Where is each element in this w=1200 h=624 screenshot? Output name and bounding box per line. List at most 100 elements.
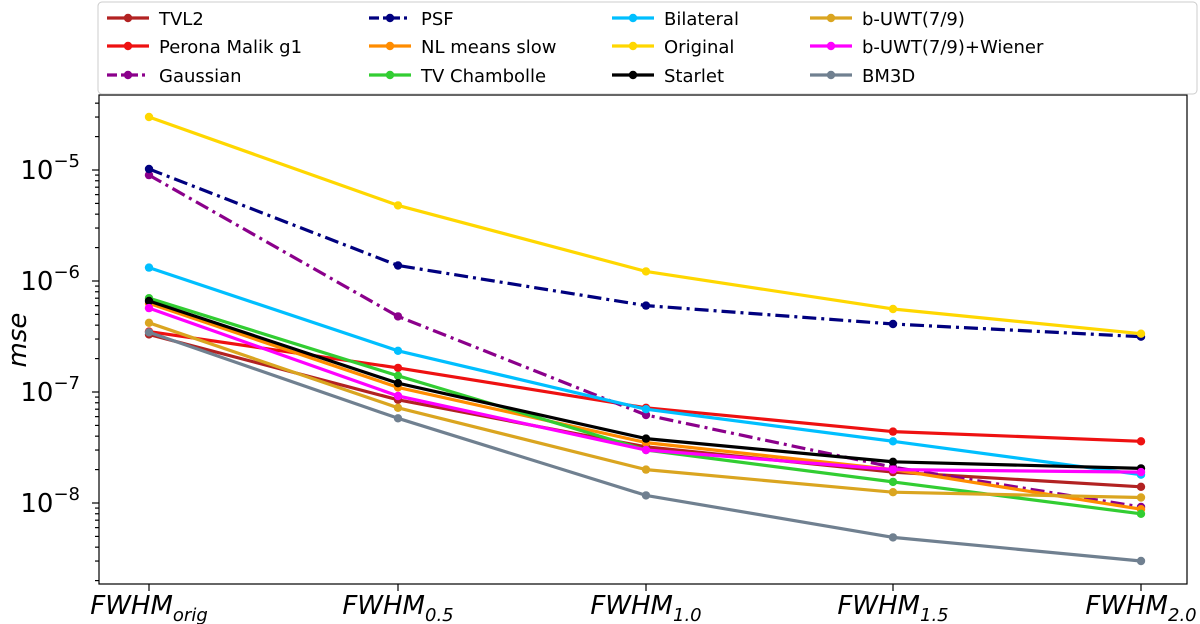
data-point xyxy=(1136,493,1146,502)
data-point xyxy=(888,533,898,542)
legend-label: BM3D xyxy=(862,66,915,87)
legend-marker xyxy=(628,70,638,80)
x-tick-label: FWHM0.5 xyxy=(342,591,453,624)
legend-item: b-UWT(7/9) xyxy=(810,9,965,30)
legend-item: TVL2 xyxy=(107,9,204,30)
data-point xyxy=(888,488,898,497)
data-point xyxy=(1136,556,1146,566)
series-line xyxy=(148,167,1142,339)
legend-item: Gaussian xyxy=(107,66,242,87)
data-point xyxy=(1136,509,1146,518)
x-tick-label: FWHM1.5 xyxy=(837,591,948,624)
data-point xyxy=(1136,482,1146,491)
legend-item: Starlet xyxy=(612,66,724,87)
legend-label: Bilateral xyxy=(664,9,739,30)
data-point xyxy=(641,405,651,414)
data-point xyxy=(1136,329,1146,338)
data-point xyxy=(144,296,154,306)
legend-marker xyxy=(385,70,395,80)
data-point xyxy=(641,267,651,276)
legend-marker xyxy=(826,13,836,23)
series-layer xyxy=(144,112,1146,566)
series-b-uwt-7-9- xyxy=(144,318,1146,502)
series-original xyxy=(144,112,1146,338)
y-tick-label: 10−7 xyxy=(20,373,80,408)
legend: TVL2 Perona Malik g1 Gaussian PSF NL means s… xyxy=(97,1,1198,95)
legend-label: Original xyxy=(664,37,734,58)
x-tick-label: FWHM2.0 xyxy=(1085,591,1196,624)
legend-marker xyxy=(385,13,395,23)
legend-label: Perona Malik g1 xyxy=(159,37,302,58)
data-point xyxy=(888,477,898,487)
data-point xyxy=(393,379,403,388)
series-line xyxy=(148,330,1142,443)
data-point xyxy=(641,465,651,474)
y-tick-label: 10−8 xyxy=(20,484,80,519)
data-point xyxy=(393,261,403,270)
data-point xyxy=(144,170,154,180)
y-axis: 10−8 10−7 10−6 10−5 xyxy=(20,102,99,582)
data-point xyxy=(641,301,651,310)
legend-label: Starlet xyxy=(664,66,724,87)
data-point xyxy=(393,201,403,210)
series-line xyxy=(148,173,1142,509)
x-tick-label: FWHM1.0 xyxy=(590,591,701,624)
series-gaussian xyxy=(144,170,1146,512)
data-point xyxy=(144,318,154,327)
legend-item: PSF xyxy=(369,9,454,30)
data-point xyxy=(1136,467,1146,477)
legend-item: Perona Malik g1 xyxy=(107,37,302,58)
series-psf xyxy=(144,164,1146,341)
data-point xyxy=(393,312,403,321)
series-bilateral xyxy=(144,263,1146,479)
data-point xyxy=(144,164,154,174)
legend-item: BM3D xyxy=(810,66,915,87)
data-point xyxy=(1136,437,1146,446)
data-point xyxy=(641,434,651,443)
data-point xyxy=(888,427,898,436)
legend-marker xyxy=(826,41,836,51)
x-axis: FWHMorig FWHM0.5 FWHM1.0 FWHM1.5 FWHM2.0 xyxy=(90,584,1197,624)
legend-item: b-UWT(7/9)+Wiener xyxy=(810,37,1044,58)
legend-item: NL means slow xyxy=(369,37,556,58)
legend-label: NL means slow xyxy=(421,37,556,58)
legend-marker xyxy=(385,41,395,51)
data-point xyxy=(641,410,651,420)
data-point xyxy=(144,112,154,122)
legend-marker xyxy=(628,41,638,51)
data-point xyxy=(393,371,403,380)
legend-label: Gaussian xyxy=(159,66,242,87)
data-point xyxy=(144,303,154,313)
legend-marker xyxy=(123,41,133,51)
legend-item: Bilateral xyxy=(612,9,739,30)
y-tick-label: 10−5 xyxy=(20,151,80,186)
legend-box xyxy=(97,1,1198,95)
legend-item: Original xyxy=(612,37,734,58)
data-point xyxy=(888,319,898,329)
legend-label: TV Chambolle xyxy=(420,66,546,87)
legend-marker xyxy=(123,70,133,80)
series-b-uwt-7-9-wiener xyxy=(144,303,1146,477)
legend-marker xyxy=(628,13,638,23)
series-line xyxy=(148,115,1142,336)
x-tick-label: FWHMorig xyxy=(90,591,208,624)
legend-marker xyxy=(123,13,133,23)
data-point xyxy=(888,304,898,314)
data-point xyxy=(393,346,403,355)
data-point xyxy=(641,491,651,500)
legend-label: b-UWT(7/9)+Wiener xyxy=(862,37,1044,58)
data-point xyxy=(393,391,403,401)
data-point xyxy=(888,457,898,466)
legend-marker xyxy=(826,70,836,80)
y-tick-label: 10−6 xyxy=(20,262,80,297)
data-point xyxy=(393,363,403,373)
legend-label: TVL2 xyxy=(158,9,204,30)
data-point xyxy=(393,414,403,423)
legend-item: TV Chambolle xyxy=(369,66,546,87)
series-bm3d xyxy=(144,328,1146,566)
data-point xyxy=(641,445,651,455)
data-point xyxy=(144,328,154,337)
data-point xyxy=(888,465,898,474)
legend-label: b-UWT(7/9) xyxy=(862,9,965,30)
